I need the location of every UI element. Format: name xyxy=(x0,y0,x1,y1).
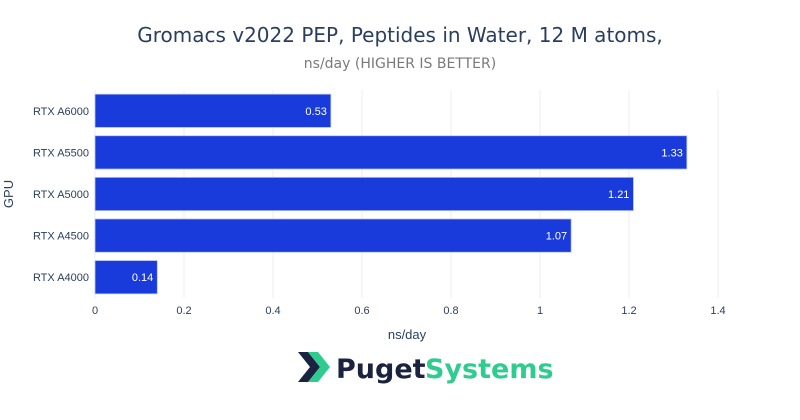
bar-value-label: 1.07 xyxy=(546,231,567,243)
brand-word-systems: Systems xyxy=(425,354,554,385)
y-category-label: RTX A4500 xyxy=(33,231,89,243)
logo-mark-accent-chevron xyxy=(308,352,330,382)
bar xyxy=(94,176,634,212)
x-tick-label: 0 xyxy=(92,305,98,317)
chart-subtitle: ns/day (HIGHER IS BETTER) xyxy=(304,56,496,72)
bar-value-label: 0.14 xyxy=(132,272,153,284)
x-tick-label: 1.2 xyxy=(621,305,636,317)
x-tick-label: 0.4 xyxy=(265,305,280,317)
puget-systems-logo: Puget Systems xyxy=(298,352,554,385)
x-tick-label: 1.4 xyxy=(710,305,725,317)
bar-value-label: 0.53 xyxy=(305,106,326,118)
logo-mark-icon xyxy=(298,352,330,382)
bars: 0.53 1.33 1.21 1.07 0.14 xyxy=(94,93,688,295)
x-tick-label: 0.8 xyxy=(443,305,458,317)
chart-title: Gromacs v2022 PEP, Peptides in Water, 12… xyxy=(137,23,663,47)
brand-word-puget: Puget xyxy=(336,354,426,385)
logo-mark-dark-chevron xyxy=(298,352,320,382)
x-tick-label: 0.6 xyxy=(354,305,369,317)
bar-value-label: 1.21 xyxy=(608,189,629,201)
y-axis-title: GPU xyxy=(1,180,16,208)
x-tick-label: 0.2 xyxy=(176,305,191,317)
x-tick-label: 1 xyxy=(537,305,543,317)
x-axis-ticks: 0 0.2 0.4 0.6 0.8 1 1.2 1.4 xyxy=(92,305,726,317)
y-category-label: RTX A5000 xyxy=(33,189,89,201)
y-category-label: RTX A5500 xyxy=(33,147,89,159)
bar xyxy=(94,135,688,170)
y-axis-categories: RTX A6000 RTX A5500 RTX A5000 RTX A4500 RTX … xyxy=(33,106,89,284)
y-category-label: RTX A6000 xyxy=(33,106,89,118)
y-category-label: RTX A4000 xyxy=(33,272,89,284)
bar xyxy=(94,218,572,253)
bar xyxy=(94,260,158,295)
x-axis-title: ns/day xyxy=(388,327,427,342)
bar xyxy=(94,93,332,128)
bar-value-label: 1.33 xyxy=(661,147,682,159)
